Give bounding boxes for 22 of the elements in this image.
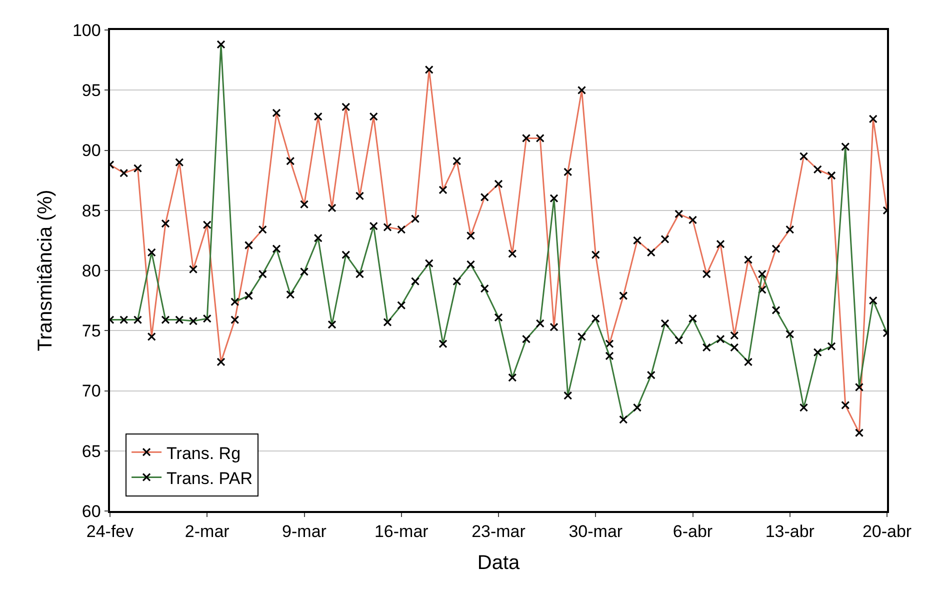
y-tick-label: 70 [82,382,101,401]
y-tick-label: 95 [82,81,101,100]
y-tick-label: 65 [82,442,101,461]
y-tick-label: 80 [82,261,101,280]
x-tick-label: 13-abr [765,522,815,542]
legend-label: Trans. Rg [166,444,241,463]
x-tick-label: 30-mar [568,522,623,542]
x-tick-label: 23-mar [472,522,526,542]
legend-label: Trans. PAR [166,468,253,488]
x-tick-label: 9-mar [282,522,327,542]
x-axis-title: Data [477,552,520,574]
y-tick-label: 75 [82,322,101,341]
y-tick-label: 90 [82,141,101,160]
x-tick-label: 6-abr [672,522,713,542]
x-tick-label: 16-mar [374,522,429,542]
x-tick-label: 20-abr [862,522,912,542]
y-tick-label: 85 [82,201,101,220]
x-tick-label: 24-fev [86,522,134,542]
y-axis-title: Transmitância (%) [34,190,56,352]
y-tick-label: 100 [72,20,101,40]
x-tick-label: 2-mar [184,522,230,542]
y-tick-label: 60 [82,502,101,521]
